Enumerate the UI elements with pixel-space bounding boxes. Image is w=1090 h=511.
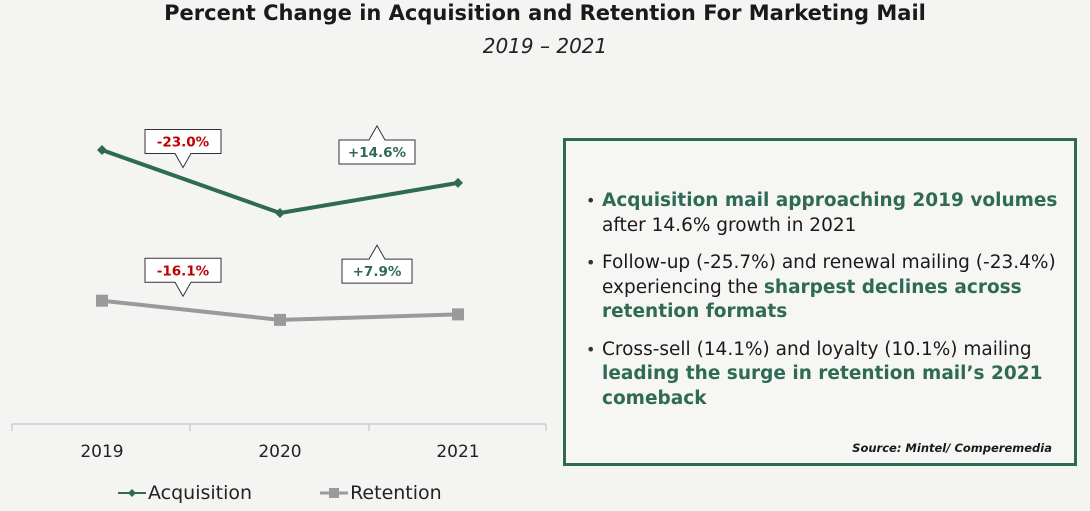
retention-point-2019 xyxy=(96,294,108,307)
callout-label-2: +14.6% xyxy=(348,145,407,161)
callout-box-2 xyxy=(338,124,416,165)
x-tick-label-2021: 2021 xyxy=(436,442,479,462)
insight-1-highlight: Acquisition mail approaching 2019 volume… xyxy=(602,190,1058,211)
insight-bullet-1: Acquisition mail approaching 2019 volume… xyxy=(586,189,1070,238)
callout-label-4: +7.9% xyxy=(353,264,402,280)
insight-3-text: Cross-sell (14.1%) and loyalty (10.1%) m… xyxy=(602,338,1032,360)
chart-title: Percent Change in Acquisition and Retent… xyxy=(164,1,926,25)
insights-list: Acquisition mail approaching 2019 volume… xyxy=(586,189,1070,424)
callout-box-3 xyxy=(144,257,222,298)
callout-label-1: -23.0% xyxy=(157,135,210,151)
acquisition-point-2019 xyxy=(97,145,107,155)
callout-box-1 xyxy=(144,129,222,169)
legend-item-acquisition: Acquisition xyxy=(118,482,252,504)
x-tick-label-2020: 2020 xyxy=(258,442,301,462)
retention-legend-marker xyxy=(320,488,349,498)
legend-label-retention: Retention xyxy=(350,482,442,504)
insight-3-highlight: leading the surge in retention mail’s 20… xyxy=(602,363,1043,409)
insight-bullet-2: Follow-up (-25.7%) and renewal mailing (… xyxy=(586,251,1070,325)
insight-1-text: after 14.6% growth in 2021 xyxy=(602,214,857,236)
callout-box-4 xyxy=(341,244,413,284)
x-tick-label-2019: 2019 xyxy=(80,442,123,462)
acquisition-point-2020 xyxy=(275,208,285,219)
insights-panel: Acquisition mail approaching 2019 volume… xyxy=(563,138,1077,466)
line-chart: 2019 2020 2021 -23.0% +14.6% -16.1% +7.9% xyxy=(11,124,547,462)
retention-point-2020 xyxy=(274,313,286,326)
insight-bullet-3: Cross-sell (14.1%) and loyalty (10.1%) m… xyxy=(586,338,1070,412)
source-note: Source: Mintel/ Comperemedia xyxy=(852,441,1052,455)
legend-label-acquisition: Acquisition xyxy=(148,482,253,504)
insight-2-text: Follow-up (-25.7%) and renewal mailing (… xyxy=(602,252,1056,298)
chart-subtitle: 2019 – 2021 xyxy=(482,34,608,58)
chart-legend: Acquisition Retention xyxy=(118,482,442,504)
insight-2-highlight: sharpest declines across retention forma… xyxy=(602,276,1022,323)
retention-point-2021 xyxy=(452,308,464,321)
acquisition-point-2021 xyxy=(453,177,463,188)
acquisition-legend-marker xyxy=(118,489,146,497)
callout-label-3: -16.1% xyxy=(157,263,210,279)
legend-item-retention: Retention xyxy=(320,482,442,504)
